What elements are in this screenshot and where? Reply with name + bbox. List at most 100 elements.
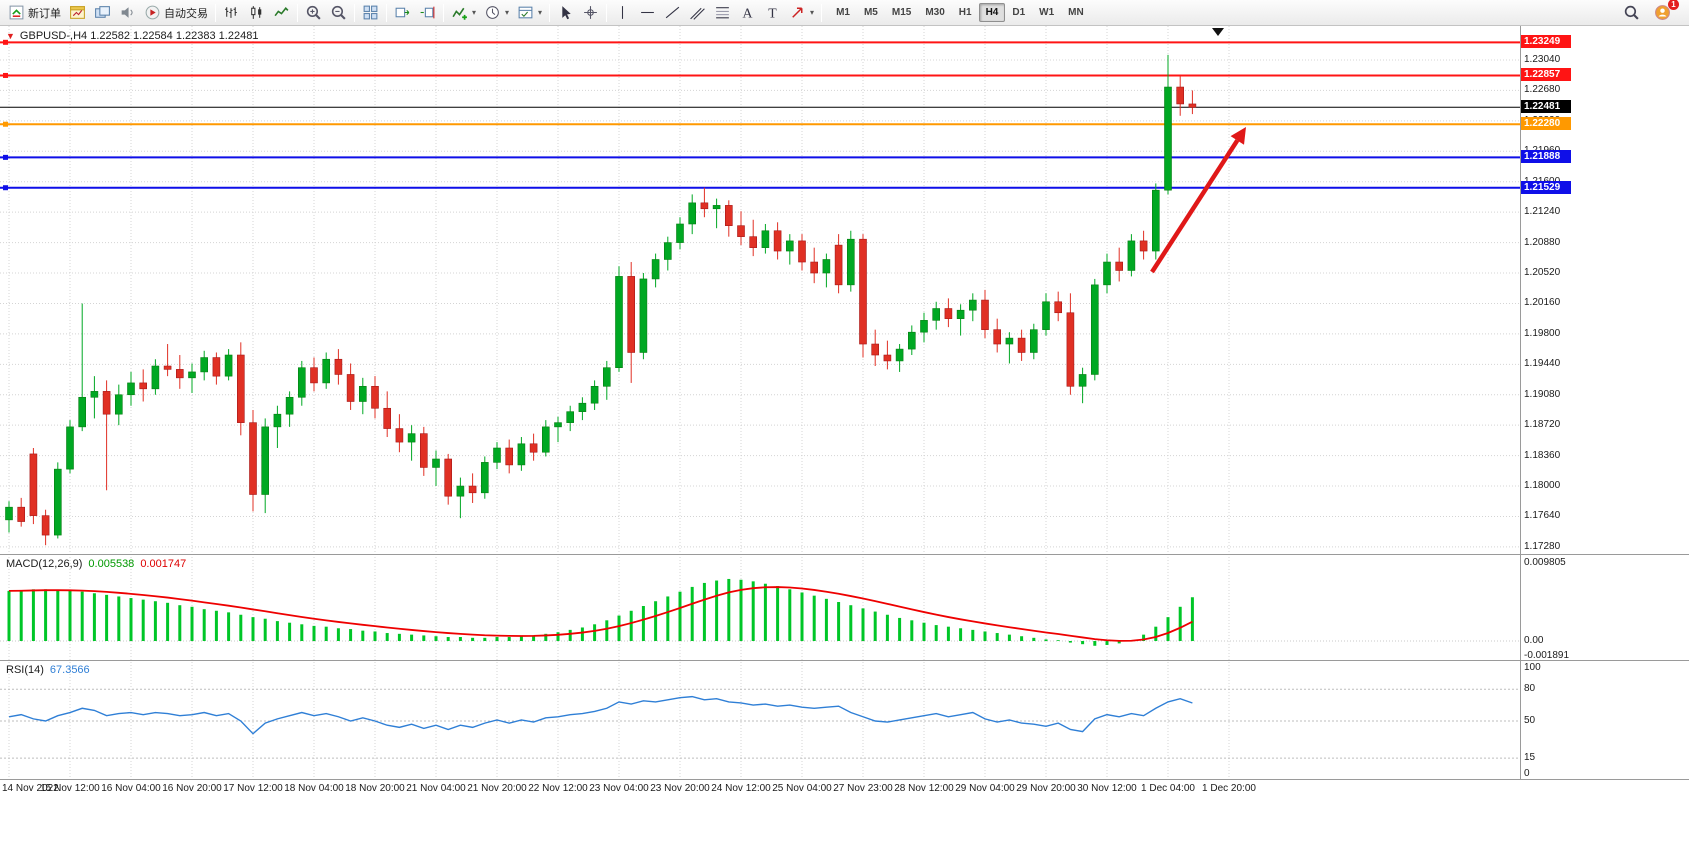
timeframe-m30-button[interactable]: M30 — [925, 7, 945, 18]
timeframe-h1-button[interactable]: H1 — [958, 7, 972, 18]
timeframe-h4-button[interactable]: H4 — [978, 3, 1006, 22]
toolbar-divider — [443, 3, 444, 22]
indicators-button[interactable]: ▾ — [447, 2, 480, 24]
price-axis-label: 1.18720 — [1524, 419, 1561, 431]
timeframe-m1-button[interactable]: M1 — [836, 7, 850, 18]
price-axis-label: 1.21240 — [1524, 206, 1561, 218]
search-icon — [1624, 5, 1639, 20]
text-icon: A — [743, 5, 753, 20]
price-axis-label: 1.18360 — [1524, 449, 1561, 461]
alerts-button[interactable] — [115, 2, 140, 24]
vertical-line-button[interactable] — [610, 2, 635, 24]
rsi-name: RSI(14) — [6, 664, 44, 676]
time-axis-label: 18 Nov 04:00 — [284, 783, 344, 794]
rsi-scale-label: 15 — [1524, 752, 1536, 763]
toolbar-right-group: 1 — [1619, 0, 1679, 24]
fibonacci-icon — [716, 7, 729, 19]
price-scale[interactable]: 1.230401.226801.223201.219601.216001.212… — [1520, 26, 1689, 779]
timeframe-group: M1 M5 M15 M30 H1 H4 D1 W1 MN — [829, 3, 1091, 22]
chart-shift-button[interactable] — [415, 2, 440, 24]
zoom-out-button[interactable] — [326, 2, 351, 24]
time-axis-label: 25 Nov 04:00 — [772, 783, 832, 794]
user-icon — [1655, 5, 1670, 20]
timeframe-m15-button[interactable]: M15 — [891, 7, 912, 18]
bars-icon — [225, 7, 237, 18]
main-chart-panel[interactable] — [0, 26, 1520, 553]
candlestick-chart-button[interactable] — [244, 2, 269, 24]
timeframe-w1-button[interactable]: W1 — [1039, 7, 1055, 18]
equidistant-channel-button[interactable] — [685, 2, 710, 24]
macd-signal-value: 0.001747 — [140, 558, 187, 570]
time-axis-label: 21 Nov 20:00 — [467, 783, 527, 794]
auto-scroll-button[interactable] — [390, 2, 415, 24]
cursor-button[interactable] — [553, 2, 578, 24]
timeframe-m5-button[interactable]: M5 — [863, 7, 878, 18]
autotrading-icon — [145, 5, 160, 20]
toolbar-divider — [549, 3, 551, 22]
profiles-button[interactable] — [90, 2, 115, 24]
toolbar-divider — [821, 3, 823, 22]
templates-button[interactable]: ▾ — [513, 2, 546, 24]
chevron-down-icon: ▾ — [810, 8, 815, 17]
text-button[interactable]: A — [735, 2, 760, 24]
price-axis-label: 1.17280 — [1524, 540, 1561, 552]
macd-panel[interactable] — [0, 556, 1520, 659]
price-axis-label: 1.20160 — [1524, 297, 1561, 309]
tile-windows-button[interactable] — [358, 2, 383, 24]
fibonacci-retracement-button[interactable] — [710, 2, 735, 24]
horizontal-line-button[interactable] — [635, 2, 660, 24]
sound-icon — [121, 7, 133, 18]
price-axis-label: 1.22680 — [1524, 84, 1561, 96]
timeframe-d1-button[interactable]: D1 — [1012, 7, 1026, 18]
time-axis-label: 14 Nov 2022 — [2, 783, 59, 794]
toolbar-divider — [297, 3, 298, 22]
trendline-button[interactable] — [660, 2, 685, 24]
macd-main-value: 0.005538 — [88, 558, 135, 570]
bar-chart-button[interactable] — [219, 2, 244, 24]
cursor-icon — [562, 6, 571, 20]
templates-icon — [518, 6, 533, 19]
search-button[interactable] — [1619, 2, 1644, 24]
profiles-icon — [95, 6, 110, 18]
pivot-orange-price-badge: 1.22280 — [1521, 117, 1571, 131]
account-button[interactable]: 1 — [1650, 0, 1679, 24]
arrows-icon — [792, 7, 803, 18]
symbol-ohlc-text: GBPUSD-,H4 1.22582 1.22584 1.22383 1.224… — [19, 30, 259, 42]
new-order-button[interactable]: 新订单 — [4, 2, 65, 24]
channel-icon — [690, 7, 705, 20]
zoom-in-button[interactable] — [301, 2, 326, 24]
chevron-down-icon: ▾ — [538, 8, 543, 17]
rsi-scale-label: 80 — [1524, 683, 1536, 694]
periods-button[interactable]: ▾ — [480, 2, 513, 24]
toolbar-divider — [606, 3, 608, 22]
crosshair-icon — [584, 6, 597, 19]
line-chart-button[interactable] — [269, 2, 294, 24]
time-axis-label: 1 Dec 04:00 — [1141, 783, 1195, 794]
toolbar-divider — [386, 3, 387, 22]
time-axis[interactable]: 14 Nov 2022 15 Nov 12:00 16 Nov 04:00 16 No… — [0, 780, 1520, 798]
chevron-down-icon: ▾ — [472, 8, 477, 17]
price-axis-label: 1.19800 — [1524, 327, 1561, 339]
periods-icon — [486, 6, 499, 19]
rsi-scale-label: 0 — [1524, 768, 1530, 779]
resistance-upper-price-badge: 1.23249 — [1521, 35, 1571, 49]
time-axis-label: 27 Nov 23:00 — [833, 783, 893, 794]
time-axis-label: 17 Nov 12:00 — [223, 783, 283, 794]
crosshair-button[interactable] — [578, 2, 603, 24]
text-label-button[interactable]: T — [760, 2, 785, 24]
time-axis-label: 16 Nov 20:00 — [162, 783, 222, 794]
timeframe-mn-button[interactable]: MN — [1068, 7, 1084, 18]
autotrading-button[interactable]: 自动交易 — [140, 2, 212, 24]
autotrading-label: 自动交易 — [164, 7, 208, 20]
tile-windows-icon — [363, 5, 378, 20]
chart-window-button[interactable] — [65, 2, 90, 24]
time-axis-label: 29 Nov 04:00 — [955, 783, 1015, 794]
price-axis-label: 1.18000 — [1524, 480, 1561, 492]
time-axis-label: 15 Nov 12:00 — [40, 783, 100, 794]
svg-text:T: T — [768, 5, 777, 20]
arrows-button[interactable]: ▾ — [785, 2, 818, 24]
rsi-panel[interactable] — [0, 661, 1520, 779]
support-upper-price-badge: 1.21888 — [1521, 150, 1571, 164]
support-lower-price-badge: 1.21529 — [1521, 180, 1571, 194]
time-axis-label: 28 Nov 12:00 — [894, 783, 954, 794]
